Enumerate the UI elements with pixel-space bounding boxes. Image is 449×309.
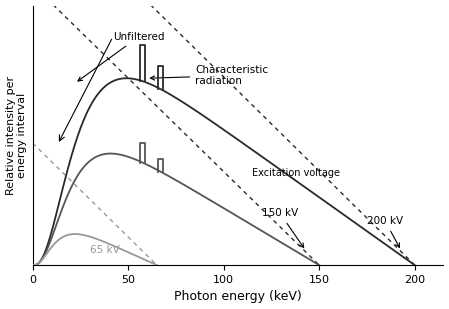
Y-axis label: Relative intensity per
energy interval: Relative intensity per energy interval <box>5 76 27 195</box>
Text: Unfiltered: Unfiltered <box>78 32 164 81</box>
Text: 200 kV: 200 kV <box>367 216 403 248</box>
Text: 65 kV: 65 kV <box>90 245 120 256</box>
X-axis label: Photon energy (keV): Photon energy (keV) <box>174 290 302 303</box>
Text: Characteristic
radiation: Characteristic radiation <box>150 65 268 87</box>
Text: 150 kV: 150 kV <box>262 208 304 248</box>
Text: Excitation voltage: Excitation voltage <box>252 167 340 178</box>
